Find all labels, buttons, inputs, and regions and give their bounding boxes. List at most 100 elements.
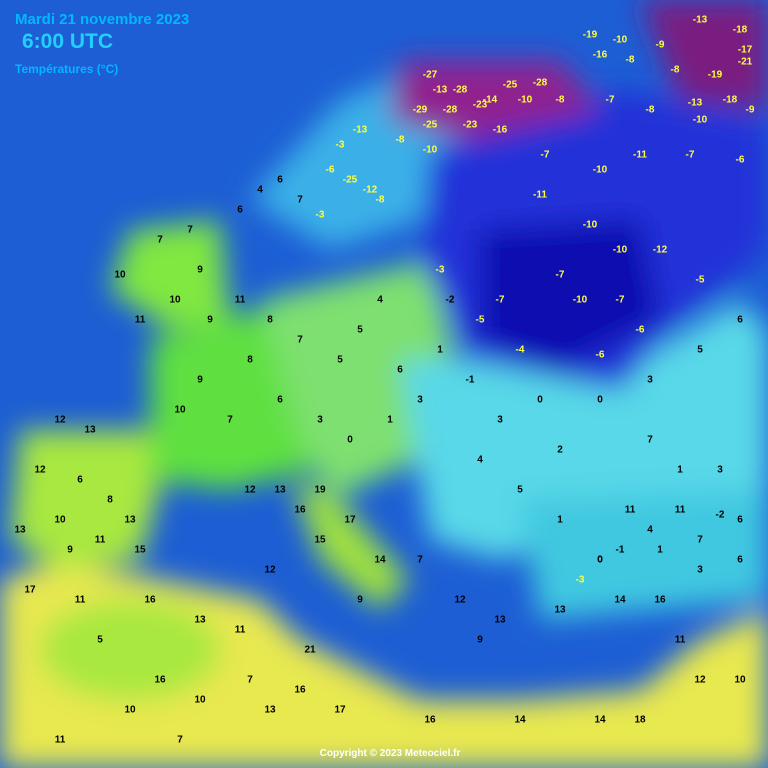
station-temperature: 14 [374, 555, 386, 566]
station-temperature: -3 [436, 265, 445, 276]
station-temperature: -28 [443, 105, 458, 116]
station-temperature: 3 [697, 565, 703, 576]
station-temperature: 7 [177, 735, 183, 746]
station-temperature: -10 [693, 115, 708, 126]
station-temperature: 11 [675, 505, 686, 516]
station-temperature: -7 [541, 150, 550, 161]
station-temperature: 4 [257, 185, 263, 196]
station-temperature: -16 [593, 50, 608, 61]
station-temperature: 1 [677, 465, 683, 476]
station-temperature: 0 [597, 555, 603, 566]
station-temperature: 16 [154, 675, 166, 686]
station-temperature: 3 [647, 375, 653, 386]
station-temperature: -3 [336, 140, 345, 151]
station-temperature: -25 [423, 120, 438, 131]
station-temperature: 11 [95, 535, 106, 546]
station-temperature: 10 [54, 515, 66, 526]
station-temperature: -17 [738, 45, 753, 56]
station-temperature: 3 [317, 415, 323, 426]
station-temperature: 9 [197, 375, 203, 386]
station-temperature: 9 [67, 545, 73, 556]
station-temperature: -10 [573, 295, 588, 306]
station-temperature: -7 [616, 295, 625, 306]
station-temperature: -8 [376, 195, 385, 206]
station-temperature: 5 [337, 355, 343, 366]
station-temperature: -6 [596, 350, 605, 361]
station-temperature: -18 [733, 25, 748, 36]
station-temperature: -10 [583, 220, 598, 231]
station-temperature: -28 [453, 85, 468, 96]
station-temperature: -23 [463, 120, 478, 131]
station-temperature: 7 [157, 235, 163, 246]
station-temperature: 12 [264, 565, 276, 576]
station-temperature: 13 [124, 515, 136, 526]
station-temperature: 14 [514, 715, 526, 726]
station-temperature: -5 [696, 275, 705, 286]
station-temperature: 6 [737, 555, 743, 566]
station-temperature: -28 [533, 78, 548, 89]
station-temperature: 16 [294, 685, 306, 696]
station-temperature: 11 [55, 735, 66, 746]
station-temperature: 16 [654, 595, 666, 606]
station-temperature: 6 [277, 175, 283, 186]
station-temperature: 11 [75, 595, 86, 606]
station-temperature: 1 [557, 515, 563, 526]
station-temperature: -1 [616, 545, 625, 556]
station-temperature: 3 [717, 465, 723, 476]
station-temperature: -9 [656, 40, 665, 51]
station-temperature: 2 [557, 445, 563, 456]
station-temperature: -12 [653, 245, 668, 256]
station-temperature: 7 [417, 555, 423, 566]
station-temperature: 13 [194, 615, 206, 626]
station-temperature: -23 [473, 100, 488, 111]
station-temperature: 6 [237, 205, 243, 216]
station-temperature: 7 [697, 535, 703, 546]
station-temperature: 7 [297, 195, 303, 206]
station-temperature: -12 [363, 185, 378, 196]
station-temperature: 8 [247, 355, 253, 366]
station-temperature: -3 [316, 210, 325, 221]
station-temperature: 13 [14, 525, 26, 536]
station-temperature: 5 [97, 635, 103, 646]
station-temperature: 13 [84, 425, 96, 436]
station-temperature: 13 [274, 485, 286, 496]
station-temperature: -1 [466, 375, 475, 386]
station-temperature: -6 [736, 155, 745, 166]
subtitle: Températures (°C) [15, 62, 118, 76]
station-temperature: -7 [556, 270, 565, 281]
station-temperature: -13 [693, 15, 708, 26]
station-temperature: 13 [554, 605, 566, 616]
stations: -19 -10 -9-13-18-17-21-19-18-13-16 -8-8-28-… [14, 15, 754, 746]
station-temperature: 12 [244, 485, 256, 496]
date: Mardi 21 novembre 2023 [15, 11, 189, 28]
station-temperature: -13 [688, 98, 703, 109]
station-temperature: -5 [476, 315, 485, 326]
station-temperature: 1 [657, 545, 663, 556]
station-temperature: 12 [54, 415, 66, 426]
station-temperature: 17 [24, 585, 36, 596]
station-temperature: 17 [344, 515, 356, 526]
station-temperature: -27 [423, 70, 438, 81]
station-temperature: 16 [294, 505, 306, 516]
station-temperature: 5 [357, 325, 363, 336]
station-temperature: -25 [503, 80, 518, 91]
station-temperature: 4 [647, 525, 653, 536]
station-temperature: 13 [264, 705, 276, 716]
station-temperature: -3 [576, 575, 585, 586]
station-temperature: 7 [227, 415, 233, 426]
station-temperature: -7 [606, 95, 615, 106]
station-temperature: 14 [614, 595, 626, 606]
station-temperature: -21 [738, 57, 753, 68]
station-temperature: -9 [746, 105, 755, 116]
station-temperature: 3 [417, 395, 423, 406]
station-temperature: -8 [626, 55, 635, 66]
station-temperature: -7 [686, 150, 695, 161]
station-temperature: -13 [433, 85, 448, 96]
station-temperature: -10 [613, 245, 628, 256]
station-temperature: 10 [124, 705, 136, 716]
station-temperature: 9 [207, 315, 213, 326]
station-temperature: 13 [494, 615, 506, 626]
copyright: Copyright © 2023 Meteociel.fr [320, 748, 461, 759]
